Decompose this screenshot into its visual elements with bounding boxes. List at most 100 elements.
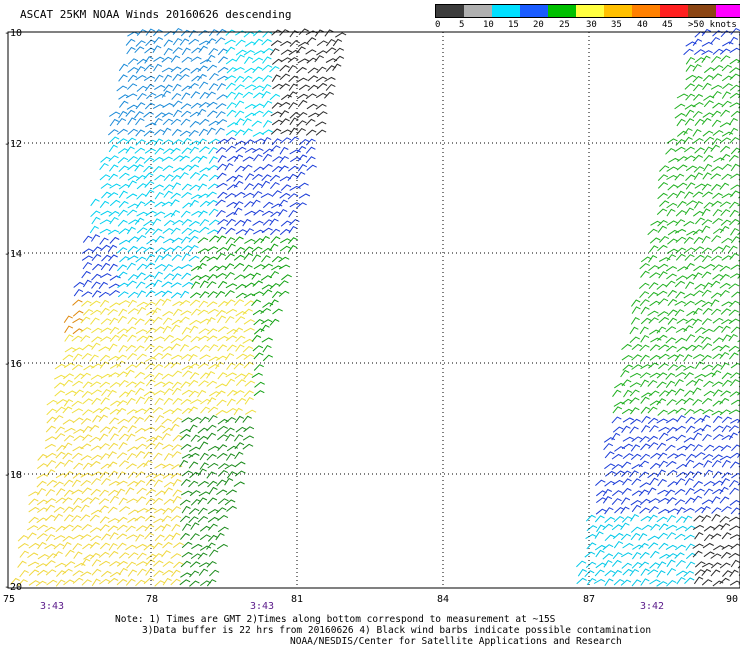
wind-barb-icon bbox=[640, 256, 652, 263]
wind-barb-icon bbox=[127, 569, 138, 577]
wind-barb-icon bbox=[190, 399, 202, 405]
wind-barb-icon bbox=[207, 480, 218, 488]
wind-barb-icon bbox=[80, 417, 92, 425]
wind-barb-icon bbox=[199, 416, 210, 424]
wind-barb-icon bbox=[135, 579, 146, 587]
wind-barb-icon bbox=[712, 218, 723, 225]
wind-barb-icon bbox=[206, 38, 217, 46]
wind-barb-icon bbox=[206, 54, 216, 63]
wind-barb-icon bbox=[288, 245, 298, 253]
wind-barb-icon bbox=[137, 306, 147, 315]
wind-barb-icon bbox=[683, 365, 695, 371]
wind-barb-icon bbox=[720, 137, 732, 144]
wind-barb-icon bbox=[711, 255, 723, 262]
wind-barb-icon bbox=[171, 523, 181, 532]
wind-barb-icon bbox=[100, 336, 112, 342]
footnote: Note: 1) Times are GMT 2)Times along bot… bbox=[0, 614, 740, 647]
wind-barb-icon bbox=[620, 497, 631, 505]
wind-barb-icon bbox=[216, 399, 227, 407]
wind-barb-icon bbox=[208, 344, 219, 352]
wind-barb-icon bbox=[199, 280, 209, 288]
wind-barb-icon bbox=[98, 505, 109, 513]
wind-barb-icon bbox=[215, 355, 228, 361]
wind-barb-icon bbox=[217, 469, 229, 477]
wind-barb-icon bbox=[161, 418, 172, 425]
wind-barb-icon bbox=[656, 334, 668, 341]
wind-barb-icon bbox=[109, 326, 120, 335]
wind-barb-icon bbox=[208, 265, 220, 272]
wind-barb-icon bbox=[611, 416, 622, 424]
wind-barb-icon bbox=[180, 532, 190, 540]
wind-barb-icon bbox=[80, 455, 92, 461]
wind-barb-icon bbox=[665, 337, 677, 344]
wind-barb-icon bbox=[216, 452, 228, 459]
wind-barb-icon bbox=[244, 67, 256, 74]
wind-barb-icon bbox=[162, 228, 174, 234]
wind-barb-icon bbox=[107, 244, 118, 253]
wind-barb-icon bbox=[692, 138, 704, 144]
wind-barb-icon bbox=[656, 208, 668, 215]
wind-barb-icon bbox=[701, 219, 713, 226]
wind-barb-icon bbox=[152, 104, 165, 110]
wind-barb-icon bbox=[136, 301, 148, 307]
wind-barb-icon bbox=[305, 129, 317, 136]
wind-barb-icon bbox=[666, 175, 678, 180]
wind-barb-icon bbox=[90, 488, 101, 496]
wind-barb-icon bbox=[683, 325, 694, 333]
wind-barb-icon bbox=[721, 75, 733, 82]
wind-barb-icon bbox=[206, 199, 218, 207]
wind-barb-icon bbox=[72, 353, 83, 361]
wind-barb-icon bbox=[172, 387, 182, 396]
wind-barb-icon bbox=[199, 291, 210, 299]
wind-barb-icon bbox=[197, 73, 207, 82]
wind-barb-icon bbox=[695, 217, 705, 225]
footnote-line-3: NOAA/NESDIS/Center for Satellite Applica… bbox=[290, 636, 622, 647]
wind-barb-icon bbox=[46, 408, 57, 416]
wind-barb-icon bbox=[730, 227, 740, 236]
wind-barb-icon bbox=[188, 480, 199, 488]
wind-barb-icon bbox=[152, 352, 164, 359]
wind-barb-icon bbox=[657, 311, 669, 317]
wind-barb-icon bbox=[126, 433, 136, 442]
wind-barb-icon bbox=[253, 166, 265, 173]
wind-barb-icon bbox=[692, 471, 703, 479]
wind-barb-icon bbox=[630, 444, 641, 452]
wind-barb-icon bbox=[674, 300, 686, 306]
wind-barb-icon bbox=[80, 316, 91, 324]
wind-barb-icon bbox=[648, 362, 659, 369]
wind-barb-icon bbox=[666, 497, 677, 504]
wind-barb-icon bbox=[279, 29, 290, 36]
wind-barb-icon bbox=[197, 435, 208, 442]
wind-barb-icon bbox=[711, 410, 723, 416]
wind-barb-icon bbox=[19, 550, 30, 558]
wind-barb-icon bbox=[217, 463, 229, 470]
wind-barb-icon bbox=[262, 153, 273, 162]
wind-barb-icon bbox=[126, 46, 136, 55]
wind-barb-icon bbox=[666, 514, 677, 523]
wind-barb-icon bbox=[207, 445, 220, 451]
wind-barb-icon bbox=[720, 478, 730, 486]
wind-barb-icon bbox=[136, 552, 147, 560]
wind-barb-icon bbox=[90, 234, 101, 242]
wind-barb-icon bbox=[171, 381, 182, 389]
wind-barb-icon bbox=[190, 91, 201, 99]
wind-barb-icon bbox=[693, 246, 705, 253]
wind-barb-icon bbox=[262, 120, 273, 128]
wind-barb-icon bbox=[639, 372, 651, 379]
wind-barb-icon bbox=[217, 515, 229, 521]
wind-barb-icon bbox=[612, 426, 624, 433]
wind-barb-icon bbox=[116, 452, 128, 459]
wind-barb-icon bbox=[217, 75, 229, 81]
wind-barb-icon bbox=[692, 495, 703, 503]
wind-barb-icon bbox=[701, 579, 713, 586]
wind-barb-icon bbox=[152, 184, 164, 190]
wind-barb-icon bbox=[712, 425, 724, 432]
wind-barb-icon bbox=[146, 238, 158, 245]
wind-barb-icon bbox=[198, 45, 208, 53]
wind-barb-icon bbox=[225, 237, 236, 245]
wind-barb-icon bbox=[189, 319, 201, 326]
wind-barb-icon bbox=[181, 417, 193, 423]
wind-barb-icon bbox=[665, 544, 678, 551]
wind-barb-icon bbox=[730, 190, 740, 198]
wind-barb-icon bbox=[729, 47, 740, 54]
